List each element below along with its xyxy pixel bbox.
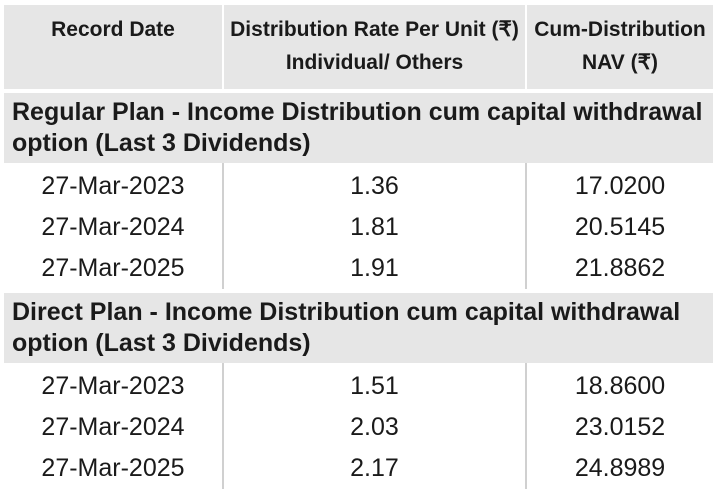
cum-nav-cell: 21.8862 [525, 248, 713, 291]
header-distribution-rate-line1: Distribution Rate Per Unit (₹) [230, 18, 519, 41]
header-distribution-rate-line2: Individual/ Others [285, 51, 464, 74]
record-date-cell: 27-Mar-2025 [41, 254, 185, 282]
distribution-rate-cell: 1.51 [222, 363, 526, 407]
header-row: Record Date Distribution Rate Per Unit (… [4, 5, 713, 91]
cum-nav-cell: 18.8600 [525, 363, 713, 407]
header-distribution-rate: Distribution Rate Per Unit (₹) Individua… [222, 5, 527, 91]
distribution-rate-cell: 2.03 [222, 407, 526, 448]
cum-nav-cell: 23.0152 [525, 407, 713, 448]
record-date-cell: 27-Mar-2023 [41, 372, 185, 400]
distribution-rate-cell: 1.81 [222, 207, 526, 248]
table-row: 27-Mar-2024 2.03 23.0152 [4, 407, 713, 448]
section-title: Direct Plan - Income Distribution cum ca… [4, 289, 713, 363]
cum-nav-cell: 24.8989 [525, 448, 713, 489]
table-row: 27-Mar-2025 2.17 24.8989 [4, 448, 713, 489]
record-date-cell: 27-Mar-2024 [41, 413, 185, 441]
record-date-cell: 27-Mar-2023 [41, 172, 185, 200]
cum-nav-cell: 17.0200 [525, 163, 713, 207]
record-date-cell: 27-Mar-2025 [41, 454, 185, 482]
table-row: 27-Mar-2023 1.36 17.0200 [4, 163, 713, 207]
header-cum-nav-line2: NAV (₹) [582, 51, 658, 74]
distribution-rate-cell: 1.91 [222, 248, 526, 291]
cum-nav-cell: 20.5145 [525, 207, 713, 248]
table-row: 27-Mar-2024 1.81 20.5145 [4, 207, 713, 248]
section-header-regular-plan: Regular Plan - Income Distribution cum c… [4, 89, 713, 163]
header-cum-nav-line1: Cum-Distribution [534, 18, 706, 41]
distribution-rate-cell: 1.36 [222, 163, 526, 207]
record-date-cell: 27-Mar-2024 [41, 213, 185, 241]
section-header-direct-plan: Direct Plan - Income Distribution cum ca… [4, 289, 713, 363]
header-record-date-label: Record Date [51, 18, 175, 41]
distribution-table: Record Date Distribution Rate Per Unit (… [4, 5, 713, 489]
header-cum-nav: Cum-Distribution NAV (₹) [525, 5, 713, 91]
table-row: 27-Mar-2023 1.51 18.8600 [4, 363, 713, 407]
section-title: Regular Plan - Income Distribution cum c… [4, 89, 713, 163]
table-row: 27-Mar-2025 1.91 21.8862 [4, 248, 713, 291]
distribution-rate-cell: 2.17 [222, 448, 526, 489]
header-record-date: Record Date [4, 5, 224, 91]
